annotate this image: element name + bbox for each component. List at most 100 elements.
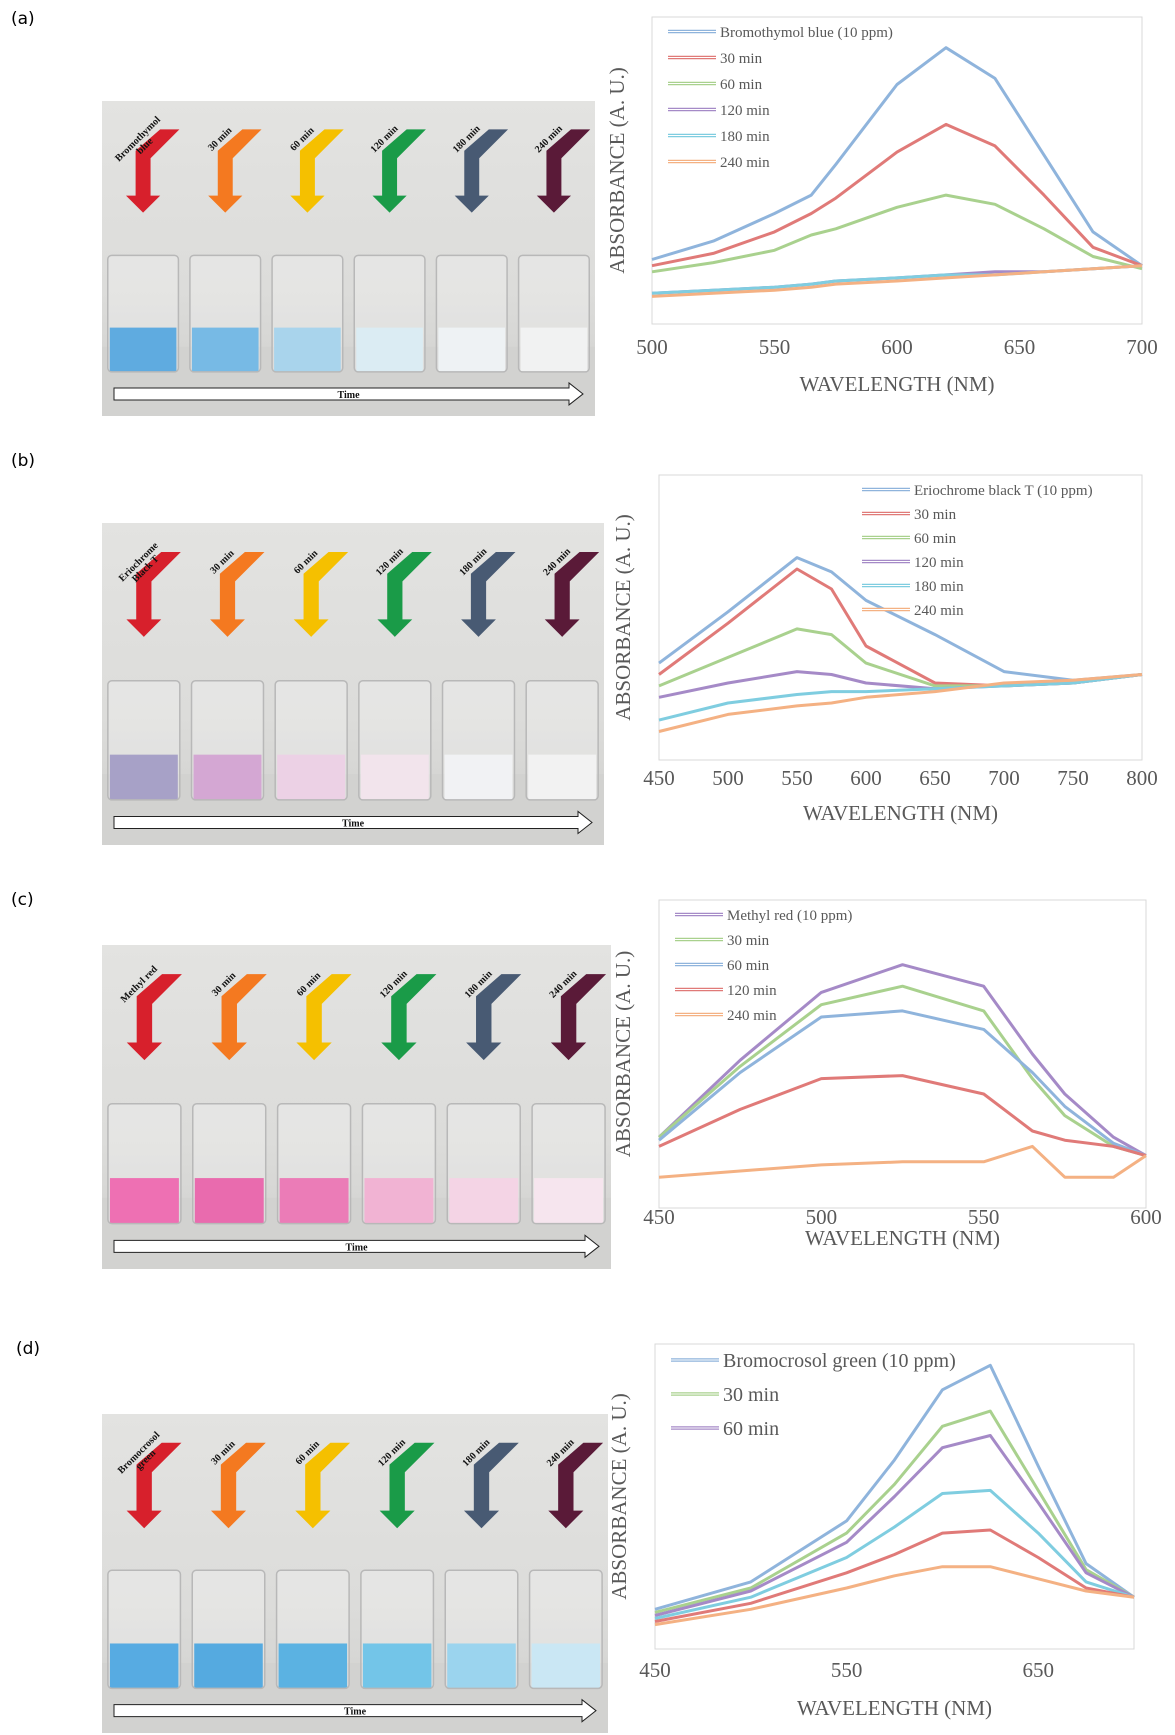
x-tick-label: 500 xyxy=(712,766,744,790)
table-surface xyxy=(102,1662,608,1733)
x-axis-label: WAVELENGTH (NM) xyxy=(805,1226,1000,1250)
arrow xyxy=(381,974,437,1061)
legend-label: Methyl red (10 ppm) xyxy=(727,908,852,924)
liquid xyxy=(360,754,429,800)
x-tick-label: 550 xyxy=(759,335,791,359)
liquid xyxy=(278,1643,348,1689)
beaker xyxy=(360,1569,435,1690)
liquid xyxy=(194,1643,263,1689)
spectrum-line xyxy=(654,1363,1135,1611)
time-arrow xyxy=(113,1698,597,1723)
legend-label: 120 min xyxy=(914,555,964,571)
arrow xyxy=(454,129,509,213)
legend-label: 240 min xyxy=(727,1008,777,1024)
beaker xyxy=(107,254,180,373)
x-tick-label: 450 xyxy=(639,1658,671,1682)
legend-label: 30 min xyxy=(720,51,763,67)
beaker xyxy=(274,680,348,801)
spectrum-line xyxy=(651,122,1143,268)
liquid xyxy=(274,327,341,372)
x-axis-label: WAVELENGTH (NM) xyxy=(803,801,998,825)
liquid xyxy=(109,327,177,372)
arrow xyxy=(293,551,349,637)
table-surface xyxy=(102,346,595,416)
beaker xyxy=(528,1569,603,1690)
chart: 450 500 550 600 650 700 750 800 WAVELENGTH (NM) A… xyxy=(611,474,1158,825)
spectrum-line xyxy=(654,1528,1135,1623)
beaker xyxy=(517,254,590,373)
legend-label: 30 min xyxy=(727,933,770,949)
beaker xyxy=(353,254,426,373)
arrow xyxy=(544,551,600,637)
beaker xyxy=(276,1103,352,1225)
time-arrow xyxy=(113,810,593,835)
spectrum-line xyxy=(651,264,1143,298)
panel-label: (b) xyxy=(11,451,35,471)
beaker xyxy=(441,680,516,801)
arrow xyxy=(379,1442,435,1529)
x-tick-label: 550 xyxy=(781,766,813,790)
arrow xyxy=(466,974,522,1061)
x-tick-label: 650 xyxy=(919,766,951,790)
arrow xyxy=(126,1442,182,1529)
legend-label: Bromocrosol green (10 ppm) xyxy=(723,1350,956,1372)
legend-label: 120 min xyxy=(720,103,770,119)
x-tick-label: 750 xyxy=(1057,766,1089,790)
table-surface xyxy=(102,774,604,845)
arrow xyxy=(125,129,180,213)
y-axis-label: ABSORBANCE (A. U.) xyxy=(611,514,635,721)
liquid xyxy=(277,754,346,800)
liquid xyxy=(356,327,423,372)
beaker xyxy=(275,1569,350,1690)
liquid xyxy=(534,1178,604,1224)
legend-label: Bromothymol blue (10 ppm) xyxy=(720,25,893,41)
spectrum-line xyxy=(658,627,1143,688)
time-label: Time xyxy=(342,818,365,829)
legend-label: 30 min xyxy=(723,1384,779,1406)
beaker xyxy=(358,680,432,801)
spectrum-line xyxy=(654,1488,1135,1620)
beaker xyxy=(192,1103,267,1225)
liquid xyxy=(364,1178,434,1224)
liquid xyxy=(531,1643,601,1689)
legend-label: 30 min xyxy=(914,507,957,523)
beaker xyxy=(107,680,181,801)
time-arrow xyxy=(113,381,584,406)
arrow xyxy=(372,129,426,213)
legend-label: 60 min xyxy=(727,958,770,974)
arrow xyxy=(548,1442,604,1529)
spectrum-line xyxy=(658,556,1143,682)
y-axis-label: ABSORBANCE (A. U.) xyxy=(611,951,635,1158)
x-tick-label: 600 xyxy=(1130,1205,1162,1229)
plot-frame xyxy=(658,899,1147,1209)
spectrum-line xyxy=(658,984,1147,1158)
beaker xyxy=(361,1103,437,1225)
beaker xyxy=(446,1103,521,1225)
arrow xyxy=(126,974,182,1061)
x-axis-label: WAVELENGTH (NM) xyxy=(797,1696,992,1720)
plot-frame xyxy=(654,1343,1135,1650)
beaker xyxy=(190,680,265,801)
x-tick-label: 450 xyxy=(643,766,675,790)
arrow xyxy=(208,129,262,213)
x-tick-label: 500 xyxy=(636,335,668,359)
beaker xyxy=(435,254,508,373)
arrow xyxy=(296,974,352,1061)
x-tick-label: 600 xyxy=(881,335,913,359)
arrow xyxy=(463,1442,519,1529)
liquid xyxy=(447,1643,516,1689)
spectrum-line xyxy=(651,193,1143,274)
spectrum-line xyxy=(658,673,1143,722)
liquid xyxy=(193,754,262,800)
y-axis-label: ABSORBANCE (A. U.) xyxy=(607,1393,631,1600)
beaker xyxy=(189,254,262,373)
x-tick-label: 450 xyxy=(643,1205,675,1229)
arrow xyxy=(126,551,181,637)
arrow xyxy=(536,129,591,213)
spectrum-line xyxy=(654,1434,1135,1617)
y-axis-label: ABSORBANCE (A. U.) xyxy=(605,67,629,274)
spectrum-line xyxy=(654,1565,1135,1627)
spectrum-line xyxy=(651,46,1143,267)
